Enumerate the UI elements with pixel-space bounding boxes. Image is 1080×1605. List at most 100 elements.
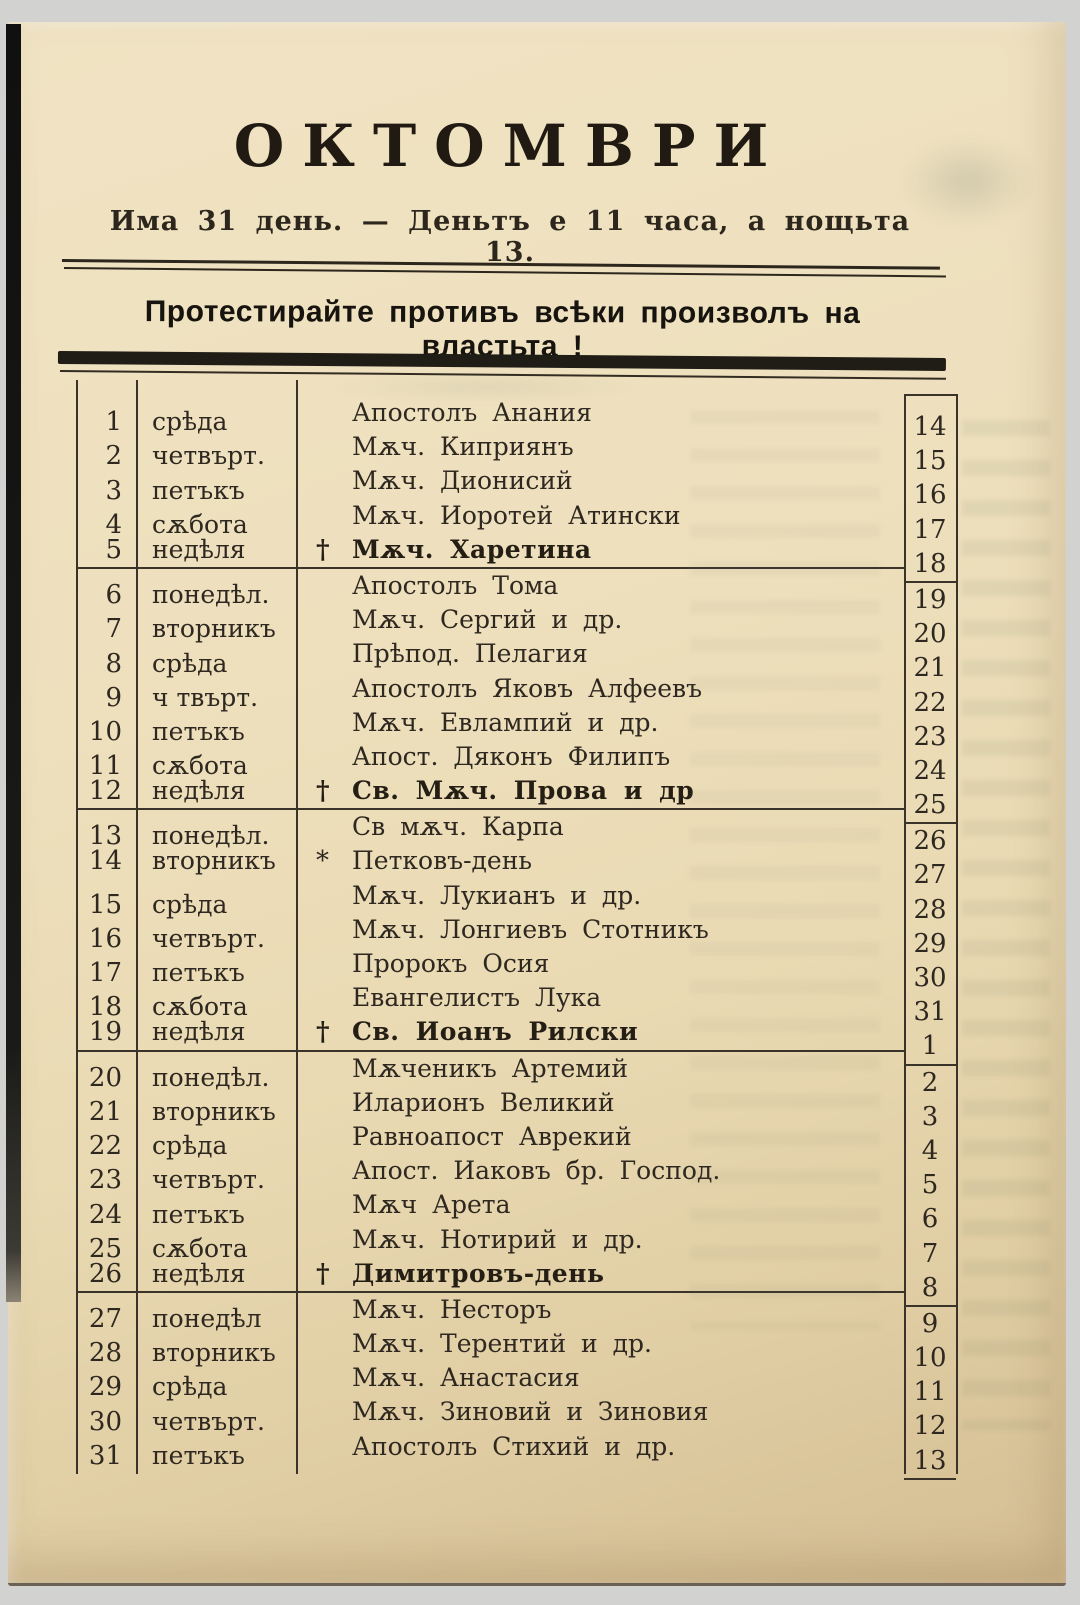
weekday-label: четвърт.	[152, 1406, 265, 1436]
old-style-day-number: 18	[913, 548, 947, 579]
old-style-day-number: 29	[913, 928, 947, 959]
old-style-day-number: 20	[913, 619, 947, 650]
feast-cell: Мѫч. Лукианъ и др.	[296, 879, 904, 913]
feast-name: Св. Мѫч. Прова и др	[352, 776, 695, 806]
calendar-row: 12 недѣля † Св. Мѫч. Прова и др	[78, 774, 904, 808]
calendar-row: 20 понедѣл. Мѫченикъ Артемий	[78, 1052, 904, 1093]
marker-empty	[316, 1120, 352, 1154]
old-style-day-number: 12	[913, 1411, 947, 1442]
marker-empty	[316, 1052, 352, 1086]
feast-name: Равноапост Аврекий	[352, 1121, 632, 1151]
day-number: 20	[88, 1062, 122, 1093]
old-style-day-number: 23	[913, 721, 947, 752]
marker-empty	[316, 430, 352, 464]
table-rule-left	[76, 380, 78, 1474]
marker-empty	[316, 1223, 352, 1257]
feast-name: Прѣпод. Пелагия	[352, 639, 588, 669]
weekday-label: четвърт.	[152, 441, 265, 471]
day-number: 2	[105, 441, 122, 472]
feast-name: Мѫч. Дионисий	[352, 466, 573, 496]
star-icon: *	[316, 846, 329, 877]
month-title: ОКТОМВРИ	[233, 112, 787, 180]
day-number: 31	[88, 1440, 122, 1471]
feast-name: Апостолъ Анания	[352, 398, 592, 427]
weekday-label: петъкъ	[152, 475, 245, 505]
weekday-label: недѣля	[152, 1017, 246, 1047]
table-rule-right	[956, 394, 958, 1474]
day-number: 22	[88, 1131, 122, 1162]
feast-cell: Мѫч. Дионисий	[296, 464, 904, 498]
old-style-day-number: 11	[913, 1377, 947, 1408]
day-number: 29	[88, 1372, 122, 1403]
weekday-label: четвърт.	[152, 924, 265, 954]
feast-name: Мѫч. Евлампий и др.	[352, 707, 659, 737]
calendar-row: 6 понедѣл. Апостолъ Тома	[78, 569, 904, 610]
weekday-label: недѣля	[152, 534, 246, 564]
calendar-row: 10 петъкъ Мѫч. Евлампий и др.	[78, 706, 904, 747]
calendar-row: 26 недѣля † Димитровъ-день	[78, 1257, 904, 1291]
weekday-label: понедѣл	[152, 1304, 262, 1334]
feast-name: Мѫч. Лукианъ и др.	[352, 880, 642, 910]
feast-name: Апостолъ Стихий и др.	[352, 1431, 676, 1461]
marker-empty	[316, 569, 352, 603]
old-style-day-number: 21	[913, 653, 947, 684]
marker-empty	[316, 499, 352, 533]
day-number: 15	[88, 889, 122, 920]
old-style-day-number: 25	[913, 790, 947, 821]
old-style-day-number: 9	[921, 1308, 939, 1339]
cross-icon: †	[316, 534, 331, 565]
weekday-label: срѣда	[152, 1372, 228, 1402]
calendar-row: 19 недѣля † Св. Иоанъ Рилски	[78, 1015, 904, 1049]
cross-icon: †	[316, 1258, 331, 1289]
weekday-label: сѫбота	[152, 992, 248, 1022]
day-number: 16	[88, 924, 122, 955]
feast-name: Мѫч. Анастасия	[352, 1363, 580, 1393]
old-style-day-number: 27	[913, 860, 947, 891]
feast-cell: Мѫч Арета	[296, 1188, 904, 1222]
feast-cell: Мѫч. Терентий и др.	[296, 1327, 904, 1361]
weekday-label: срѣда	[152, 889, 228, 919]
old-style-day-number: 16	[913, 480, 947, 511]
week-group: 1 срѣда Апостолъ Анания 2 четвърт. Мѫч. Кипри…	[78, 396, 904, 569]
calendar-table: 1 срѣда Апостолъ Анания 2 четвърт. Мѫч. Кипри…	[78, 396, 904, 1471]
old-style-day-number: 4	[921, 1135, 939, 1166]
marker-empty	[316, 1327, 352, 1361]
week-group: 20 понедѣл. Мѫченикъ Артемий 21 вторникъ Илар…	[78, 1052, 904, 1293]
marker-empty	[316, 810, 352, 844]
marker-empty	[316, 1361, 352, 1395]
calendar-row: 8 срѣда Прѣпод. Пелагия	[78, 637, 904, 678]
calendar-row: 1 срѣда Апостолъ Анания	[78, 396, 904, 437]
feast-cell: Апост. Дяконъ Филипъ	[296, 740, 904, 774]
feast-cell: † Димитровъ-день	[296, 1257, 904, 1291]
day-number: 30	[88, 1406, 122, 1437]
old-style-day-number: 1	[921, 1031, 939, 1062]
week-group: 6 понедѣл. Апостолъ Тома 7 вторникъ Мѫч. Серг…	[78, 569, 904, 811]
calendar-row: 27 понедѣл Мѫч. Несторъ	[78, 1293, 904, 1334]
weekday-label: понедѣл.	[152, 1062, 270, 1092]
calendar-row: 15 срѣда Мѫч. Лукианъ и др.	[78, 879, 904, 920]
week-group-oldstyle: 9 10 11 12 13	[904, 1307, 956, 1480]
marker-empty	[316, 1293, 352, 1327]
old-style-day-number: 3	[921, 1101, 939, 1132]
day-number: 26	[88, 1258, 122, 1289]
calendar-row: 7 вторникъ Мѫч. Сергий и др.	[78, 603, 904, 644]
marker-empty	[316, 879, 352, 913]
calendar-row: 18 сѫбота Евангелистъ Лука	[78, 981, 904, 1022]
feast-name: Мѫч. Харетина	[352, 534, 592, 564]
feast-cell: Мѫч. Анастасия	[296, 1361, 904, 1395]
oldstyle-column-top-rule	[904, 394, 958, 396]
feast-cell: Мѫч. Евлампий и др.	[296, 706, 904, 740]
weekday-label: петъкъ	[152, 958, 245, 988]
feast-cell: Мѫч. Нотирий и др.	[296, 1223, 904, 1257]
marker-empty	[316, 1154, 352, 1188]
cross-icon: †	[316, 1017, 331, 1048]
day-number: 25	[88, 1233, 122, 1264]
week-group: 27 понедѣл Мѫч. Несторъ 28 вторникъ Мѫч. Тере…	[78, 1293, 904, 1471]
feast-cell: Мѫченикъ Артемий	[296, 1052, 904, 1086]
marker-empty	[316, 1395, 352, 1429]
marker-empty	[316, 637, 352, 671]
day-number: 5	[105, 534, 122, 565]
old-style-day-number: 10	[913, 1343, 947, 1374]
